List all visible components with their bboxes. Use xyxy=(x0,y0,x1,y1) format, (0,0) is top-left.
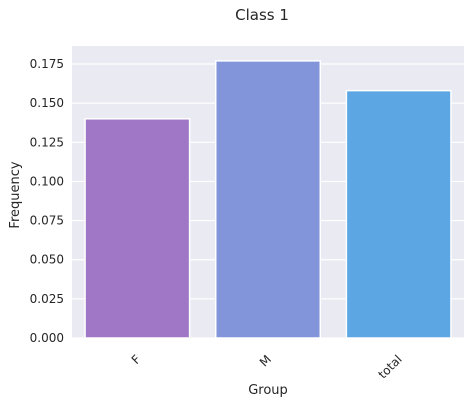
x-tick-label: total xyxy=(375,352,404,381)
y-axis-label: Frequency xyxy=(8,161,23,228)
y-tick-label: 0.175 xyxy=(30,57,64,71)
y-tick-label: 0.100 xyxy=(30,174,64,188)
y-tick-label: 0.150 xyxy=(30,96,64,110)
y-tick-labels: 0.000 0.025 0.050 0.075 0.100 0.125 0.150 0.175 xyxy=(30,57,64,345)
x-axis-label: Group xyxy=(248,383,288,398)
y-tick-label: 0.125 xyxy=(30,135,64,149)
chart-title: Class 1 xyxy=(235,6,289,24)
y-tick-label: 0.025 xyxy=(30,292,64,306)
y-tick-label: 0.075 xyxy=(30,214,64,228)
x-tick-label: F xyxy=(129,352,144,367)
bar-f xyxy=(84,118,191,339)
x-tick-label: M xyxy=(257,352,274,369)
y-tick-label: 0.000 xyxy=(30,331,64,345)
bar-total xyxy=(345,89,452,339)
bars xyxy=(84,60,452,339)
y-tick-label: 0.050 xyxy=(30,253,64,267)
bar-m xyxy=(214,60,322,339)
